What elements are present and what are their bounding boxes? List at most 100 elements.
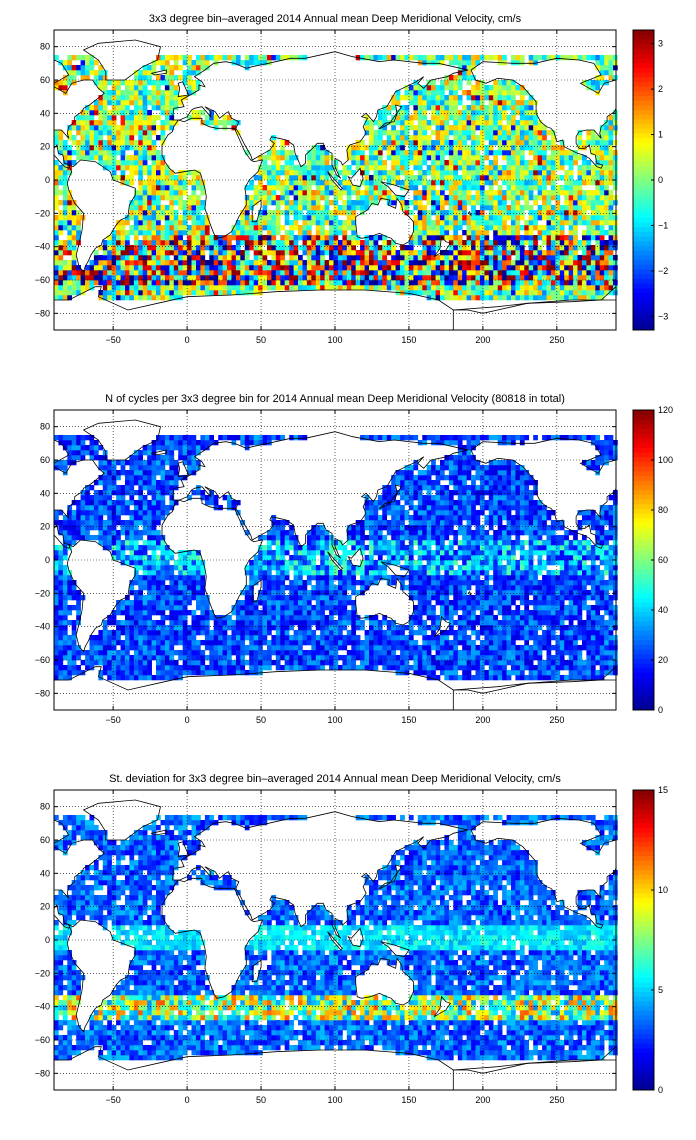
heatmap-cell: [586, 160, 592, 166]
heatmap-cell: [156, 265, 161, 271]
heatmap-cell: [573, 280, 578, 286]
heatmap-cell: [519, 280, 525, 286]
heatmap-cell: [448, 85, 454, 91]
heatmap-cell: [448, 280, 454, 286]
heatmap-cell: [471, 210, 476, 216]
heatmap-cell: [107, 295, 112, 301]
heatmap-cell: [351, 170, 357, 176]
heatmap-cell: [76, 595, 81, 601]
heatmap-cell: [267, 190, 272, 196]
heatmap-cell: [240, 225, 246, 231]
heatmap-cell: [160, 215, 166, 221]
heatmap-cell: [479, 130, 485, 136]
heatmap-cell: [444, 290, 450, 296]
heatmap-cell: [582, 270, 587, 276]
heatmap-cell: [369, 245, 374, 251]
heatmap-cell: [515, 120, 521, 126]
heatmap-cell: [173, 55, 179, 61]
heatmap-cell: [417, 265, 423, 271]
heatmap-cell: [519, 245, 525, 251]
heatmap-cell: [311, 275, 317, 281]
heatmap-cell: [129, 640, 135, 646]
heatmap-cell: [71, 265, 77, 271]
heatmap-cell: [479, 260, 485, 266]
heatmap-cell: [178, 250, 183, 256]
heatmap-cell: [71, 620, 77, 626]
heatmap-cell: [89, 115, 95, 121]
heatmap-cell: [111, 660, 117, 666]
heatmap-cell: [608, 205, 614, 211]
heatmap-cell: [404, 95, 410, 101]
heatmap-cell: [173, 250, 179, 256]
heatmap-cell: [54, 170, 59, 176]
heatmap-cell: [515, 210, 521, 216]
heatmap-cell: [395, 155, 401, 161]
heatmap-cell: [133, 280, 139, 286]
heatmap-cell: [138, 160, 144, 166]
heatmap-cell: [515, 100, 521, 106]
heatmap-cell: [511, 130, 516, 136]
heatmap-cell: [404, 200, 410, 206]
heatmap-cell: [466, 290, 472, 296]
heatmap-cell: [116, 675, 121, 681]
heatmap-cell: [555, 220, 561, 226]
heatmap-cell: [533, 140, 538, 146]
heatmap-cell: [475, 125, 481, 131]
heatmap-cell: [249, 230, 254, 236]
heatmap-cell: [249, 205, 254, 211]
heatmap-cell: [298, 225, 303, 231]
heatmap-cell: [515, 165, 521, 171]
heatmap-cell: [116, 145, 121, 151]
heatmap-cell: [608, 250, 614, 256]
heatmap-cell: [329, 215, 334, 221]
heatmap-cell: [595, 85, 601, 91]
heatmap-cell: [493, 160, 498, 166]
heatmap-cell: [444, 120, 450, 126]
heatmap-cell: [240, 265, 246, 271]
heatmap-cell: [408, 270, 414, 276]
heatmap-cell: [209, 110, 215, 116]
heatmap-cell: [196, 65, 201, 71]
heatmap-cell: [590, 165, 596, 171]
heatmap-cell: [400, 150, 405, 156]
heatmap-cell: [471, 65, 476, 71]
heatmap-cell: [138, 595, 144, 601]
heatmap-cell: [484, 285, 490, 291]
heatmap-cell: [151, 255, 157, 261]
heatmap-cell: [582, 140, 587, 146]
heatmap-cell: [89, 285, 95, 291]
heatmap-cell: [395, 145, 401, 151]
heatmap-cell: [129, 260, 135, 266]
heatmap-cell: [564, 210, 569, 216]
heatmap-cell: [196, 80, 201, 86]
heatmap-cell: [466, 55, 472, 61]
heatmap-cell: [471, 230, 476, 236]
heatmap-cell: [533, 245, 538, 251]
heatmap-cell: [537, 280, 543, 286]
heatmap-cell: [120, 255, 126, 261]
heatmap-cell: [151, 130, 157, 136]
heatmap-cell: [151, 60, 157, 66]
heatmap-cell: [599, 255, 605, 261]
heatmap-cell: [502, 285, 507, 291]
heatmap-cell: [324, 210, 330, 216]
heatmap-cell: [142, 100, 148, 106]
heatmap-cell: [537, 175, 543, 181]
heatmap-cell: [435, 180, 441, 186]
heatmap-cell: [204, 275, 210, 281]
heatmap-cell: [431, 85, 436, 91]
heatmap-cell: [204, 270, 210, 276]
heatmap-cell: [360, 255, 365, 261]
heatmap-cell: [519, 250, 525, 256]
heatmap-cell: [475, 295, 481, 301]
heatmap-cell: [559, 190, 565, 196]
heatmap-cell: [151, 105, 157, 111]
heatmap-cell: [417, 225, 423, 231]
heatmap-cell: [608, 115, 614, 121]
chart-title: 3x3 degree bin–averaged 2014 Annual mean…: [148, 13, 522, 25]
heatmap-cell: [209, 265, 215, 271]
heatmap-cell: [453, 270, 459, 276]
heatmap-cell: [76, 665, 81, 671]
heatmap-cell: [58, 650, 64, 656]
heatmap-cell: [306, 235, 312, 241]
